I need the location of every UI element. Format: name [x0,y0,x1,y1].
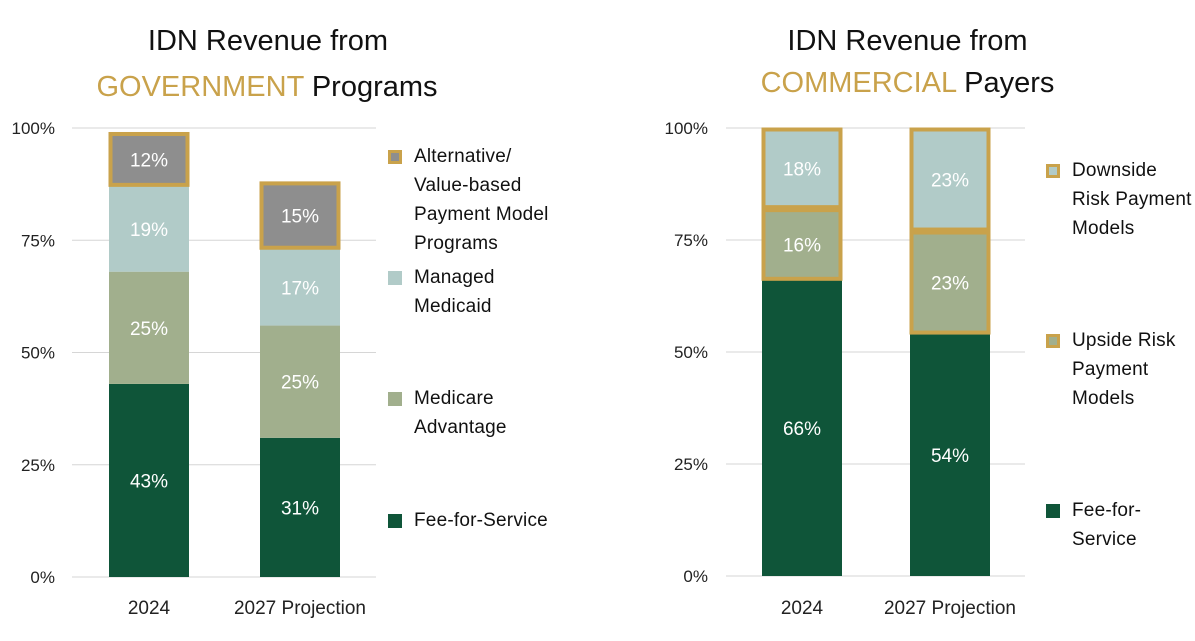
chart-title-rest: Programs [303,71,438,103]
y-tick-label: 0% [683,567,708,586]
legend-label: Medicare Advantage [414,388,507,438]
legend-swatch [1046,334,1060,348]
data-label: 54% [931,446,969,467]
data-label: 15% [281,207,319,228]
data-label: 25% [281,373,319,394]
highlight-frame [909,127,991,232]
y-tick-label: 25% [674,455,708,474]
bar-segment [762,280,842,576]
y-tick-label: 50% [21,344,55,363]
y-tick-label: 25% [21,456,55,475]
data-label: 43% [130,471,168,492]
highlight-frame [761,127,843,210]
data-label: 23% [931,171,969,192]
bar-segment [910,334,990,576]
government-stacked-bar-plot: 0% 25% 50% 75% 100% 43% 25% 19% 12% 2024 31% 25% 17%… [12,119,376,619]
legend-swatch [1046,164,1060,178]
legend-swatch [1046,504,1060,518]
bar-segment [910,231,990,335]
data-label: 19% [130,220,168,241]
bar-segment [109,186,189,272]
bar-segment [762,128,842,209]
legend-swatch [388,392,402,406]
bar-segment [762,208,842,281]
data-label: 23% [931,274,969,295]
legend-label: Fee-for-Service [414,510,548,531]
bar-segment [260,249,340,326]
highlight-frame [108,131,190,187]
commercial-stacked-bar-plot: 0% 25% 50% 75% 100% 66% 16% 18% 2024 54% 23% 23% 202… [665,119,1025,619]
bar-segment [109,271,189,384]
chart-title-highlight: GOVERNMENT [96,71,304,103]
legend-swatch [388,271,402,285]
legend-label: Downside Risk Payment Models [1072,160,1192,239]
y-tick-label: 75% [674,231,708,250]
bar-segment [260,437,340,577]
data-label: 31% [281,498,319,519]
highlight-frame [909,230,991,335]
data-label: 66% [783,419,821,440]
chart-title-line1: IDN Revenue from [147,25,389,57]
y-tick-label: 50% [674,343,708,362]
legend-swatch [388,150,402,164]
government-chart-panel: IDN Revenue from GOVERNMENT Programs 0% 2… [0,25,567,619]
highlight-frame [761,208,843,281]
chart-title-line2: GOVERNMENT Programs [0,70,567,104]
commercial-chart-panel: IDN Revenue from COMMERCIAL Payers 0% 25%… [600,0,1195,641]
y-tick-label: 75% [21,231,55,250]
chart-title-highlight: COMMERCIAL [760,67,957,99]
y-tick-label: 100% [665,119,708,138]
highlight-frame [259,181,341,250]
y-tick-label: 100% [12,119,55,138]
x-category-label: 2024 [128,598,171,619]
data-label: 18% [783,159,821,180]
data-label: 25% [130,319,168,340]
x-category-label: 2027 Projection [884,598,1016,619]
legend-label: Alternative/ Value-based Payment Model P… [414,146,549,254]
y-tick-label: 0% [30,568,55,587]
legend-swatch [388,514,402,528]
bar-segment [260,181,340,250]
bar-segment [260,325,340,438]
chart-title-line1: IDN Revenue from [787,25,1028,57]
bar-segment [109,383,189,577]
data-label: 17% [281,278,319,299]
legend-label: Managed Medicaid [414,267,495,317]
data-label: 12% [130,150,168,171]
legend-label: Fee-for- Service [1072,500,1142,550]
chart-title-line2: COMMERCIAL Payers [610,66,1195,100]
x-category-label: 2027 Projection [234,598,366,619]
bar-segment [910,128,990,232]
data-label: 16% [783,235,821,256]
x-category-label: 2024 [781,598,824,619]
chart-title-rest: Payers [956,67,1055,99]
legend-label: Upside Risk Payment Models [1072,330,1176,409]
bar-segment [109,132,189,187]
